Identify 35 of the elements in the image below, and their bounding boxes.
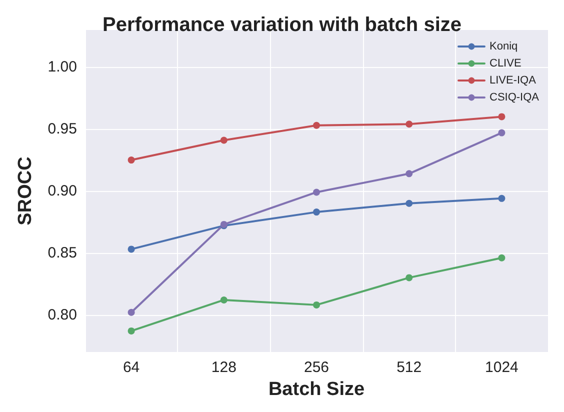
point bbox=[128, 246, 135, 253]
y-tick-label: 0.95 bbox=[48, 120, 77, 138]
point bbox=[498, 194, 506, 202]
point bbox=[406, 200, 413, 207]
legend-label: Koniq bbox=[489, 40, 518, 52]
y-axis-title: SROCC bbox=[15, 156, 36, 226]
x-tick-label: 1024 bbox=[485, 359, 518, 376]
point bbox=[128, 156, 135, 164]
y-tick-label: 0.85 bbox=[48, 244, 77, 262]
point bbox=[406, 274, 413, 282]
x-tick-label: 64 bbox=[122, 359, 140, 376]
point bbox=[406, 120, 413, 128]
y-tick-label: 0.90 bbox=[48, 182, 77, 200]
x-tick-label: 128 bbox=[211, 359, 236, 376]
legend-label: CLIVE bbox=[489, 58, 522, 70]
point bbox=[128, 308, 135, 316]
point bbox=[220, 136, 228, 144]
point bbox=[498, 129, 506, 136]
point bbox=[313, 301, 320, 308]
point bbox=[498, 254, 506, 262]
point bbox=[498, 113, 506, 120]
x-axis-title: Batch Size bbox=[268, 379, 365, 400]
point bbox=[313, 122, 320, 129]
x-tick-label: 256 bbox=[304, 359, 330, 376]
legend-label: CSIQ-IQA bbox=[489, 92, 540, 104]
point bbox=[313, 208, 320, 216]
point bbox=[220, 296, 228, 304]
point bbox=[128, 327, 135, 334]
chart-title: Performance variation with batch size bbox=[102, 14, 462, 36]
y-tick-label: 1.00 bbox=[48, 58, 77, 76]
x-tick-label: 512 bbox=[396, 359, 422, 376]
point bbox=[406, 170, 413, 178]
y-tick-label: 0.80 bbox=[48, 306, 77, 324]
point bbox=[313, 188, 320, 196]
legend-label: LIVE-IQA bbox=[489, 74, 537, 86]
